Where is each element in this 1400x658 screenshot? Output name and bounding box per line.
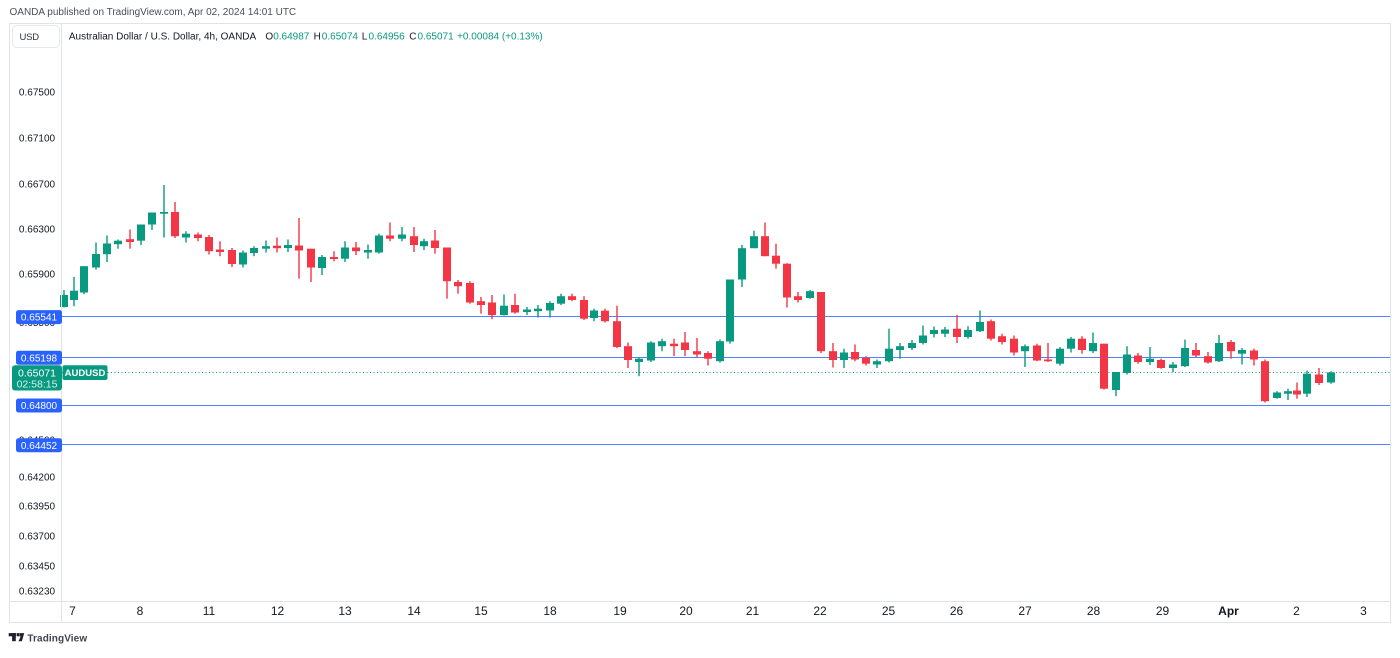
svg-text:0.63230: 0.63230	[19, 587, 56, 598]
svg-text:USD: USD	[20, 32, 40, 43]
svg-text:28: 28	[1087, 604, 1101, 618]
svg-text:0.67500: 0.67500	[19, 88, 56, 99]
svg-text:0.67100: 0.67100	[19, 134, 56, 145]
svg-text:TradingView: TradingView	[27, 633, 87, 644]
svg-text:0.64452: 0.64452	[21, 441, 58, 452]
svg-text:0.63950: 0.63950	[19, 502, 56, 513]
svg-text:0.66300: 0.66300	[19, 225, 56, 236]
svg-text:0.63700: 0.63700	[19, 532, 56, 543]
svg-text:OANDA published on TradingView: OANDA published on TradingView.com, Apr …	[10, 7, 297, 18]
svg-text:14: 14	[407, 604, 421, 618]
svg-text:19: 19	[613, 604, 627, 618]
svg-text:7: 7	[69, 604, 76, 618]
svg-text:22: 22	[813, 604, 827, 618]
svg-text:8: 8	[137, 604, 144, 618]
svg-text:3: 3	[1360, 604, 1367, 618]
svg-text:11: 11	[203, 604, 216, 618]
svg-text:29: 29	[1156, 604, 1170, 618]
svg-text:AUDUSD: AUDUSD	[65, 368, 106, 379]
svg-text:0.64200: 0.64200	[19, 473, 56, 484]
svg-text:27: 27	[1018, 604, 1032, 618]
svg-text:02:58:15: 02:58:15	[17, 378, 58, 390]
svg-text:0.65541: 0.65541	[21, 313, 58, 324]
svg-text:13: 13	[338, 604, 352, 618]
svg-text:25: 25	[882, 604, 896, 618]
svg-text:0.64800: 0.64800	[21, 401, 58, 412]
svg-text:0.65198: 0.65198	[21, 353, 58, 364]
svg-text:0.66700: 0.66700	[19, 180, 56, 191]
svg-text:Apr: Apr	[1218, 604, 1239, 618]
svg-text:12: 12	[271, 604, 285, 618]
svg-text:21: 21	[746, 604, 760, 618]
svg-text:0.65900: 0.65900	[19, 270, 56, 281]
svg-text:18: 18	[543, 604, 557, 618]
svg-text:0.63450: 0.63450	[19, 562, 56, 573]
svg-text:20: 20	[679, 604, 693, 618]
svg-text:Australian Dollar / U.S. Dolla: Australian Dollar / U.S. Dollar, 4h, OAN…	[69, 32, 543, 43]
svg-text:15: 15	[474, 604, 488, 618]
svg-text:26: 26	[950, 604, 964, 618]
svg-text:0.65071: 0.65071	[18, 367, 56, 379]
svg-text:2: 2	[1293, 604, 1300, 618]
